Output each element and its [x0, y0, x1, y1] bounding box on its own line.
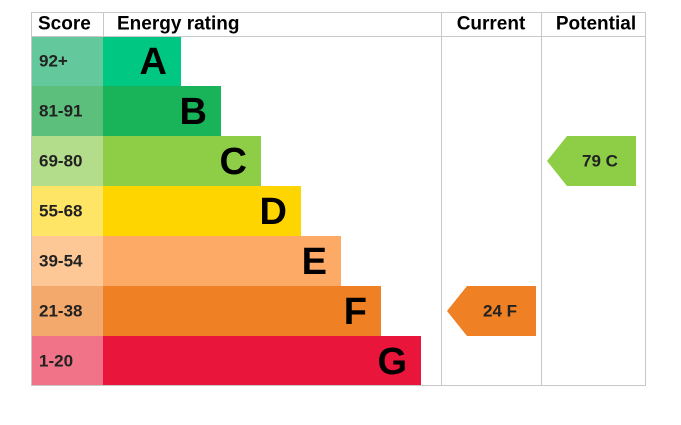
- score-label: 55-68: [39, 202, 82, 221]
- potential-rating: 79 C: [582, 152, 618, 171]
- score-label: 92+: [39, 52, 68, 71]
- rating-letter: D: [260, 191, 287, 233]
- score-cell: [31, 136, 103, 186]
- score-label: 69-80: [39, 152, 82, 171]
- header-score: Score: [38, 14, 91, 35]
- score-label: 39-54: [39, 252, 83, 271]
- rating-letter: E: [302, 241, 327, 283]
- rating-letter: G: [377, 341, 407, 383]
- potential-arrow: [547, 136, 636, 186]
- header-rating: Energy rating: [117, 14, 239, 35]
- rating-letter: B: [180, 91, 207, 133]
- score-cell: [31, 86, 103, 136]
- score-cell: [31, 336, 103, 386]
- rating-bar: [103, 36, 181, 86]
- rating-bar: [103, 136, 261, 186]
- table-border: [31, 12, 646, 386]
- score-label: 21-38: [39, 302, 82, 321]
- current-rating: 24 F: [483, 302, 517, 321]
- rating-bar: [103, 186, 301, 236]
- score-cell: [31, 36, 103, 86]
- rating-bar: [103, 286, 381, 336]
- score-label: 1-20: [39, 352, 73, 371]
- header-potential: Potential: [556, 14, 636, 35]
- rating-bar: [103, 236, 341, 286]
- rating-letter: C: [220, 141, 247, 183]
- current-arrow: [447, 286, 536, 336]
- score-cell: [31, 236, 103, 286]
- rating-letter: F: [344, 291, 367, 333]
- table-grid: [31, 12, 646, 386]
- rating-bar: [103, 336, 421, 386]
- score-cell: [31, 186, 103, 236]
- rating-bar: [103, 86, 221, 136]
- header-current: Current: [457, 14, 526, 35]
- rating-letter: A: [140, 41, 167, 83]
- bands: 92+ A 81-91 B 69-80 C 55-68 D 39-54 E 21-38 F 1-20 G: [31, 36, 421, 386]
- score-cell: [31, 286, 103, 336]
- score-label: 81-91: [39, 102, 82, 121]
